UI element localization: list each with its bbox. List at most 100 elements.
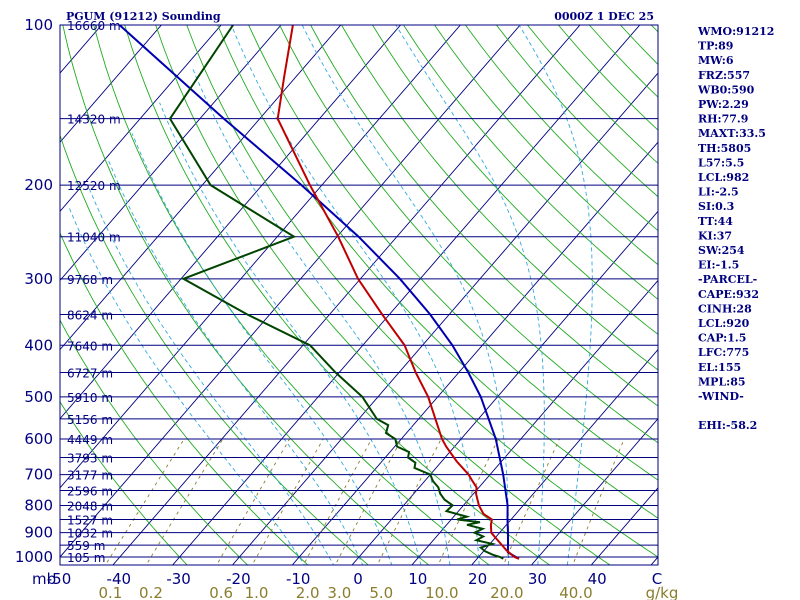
isotherm-line (60, 25, 402, 420)
height-label: 2596 m (67, 485, 113, 499)
dry-adiabat-line (310, 25, 658, 407)
dry-adiabat-line (60, 133, 370, 565)
isotherm-line (530, 418, 658, 565)
index-entry: LFC:775 (698, 346, 749, 359)
dry-adiabat-line (403, 25, 658, 300)
height-label: 16660 m (67, 19, 121, 33)
pressure-tick-label: 200 (24, 176, 53, 194)
temperature-trace (276, 25, 520, 560)
dry-adiabat-line (341, 25, 658, 371)
height-label: 6727 m (67, 367, 113, 381)
height-label: 8624 m (67, 308, 113, 322)
temperature-tick-label: -20 (226, 570, 251, 588)
plot-frame (59, 24, 659, 566)
height-label: 5156 m (67, 413, 113, 427)
parcel-trace (118, 25, 520, 560)
dry-adiabat-line (124, 25, 551, 565)
x-unit-label: mb (32, 570, 56, 588)
moist-adiabat-line (108, 160, 364, 565)
mixing-ratio-label: 5.0 (369, 584, 393, 600)
temperature-tick-label: 30 (528, 570, 547, 588)
height-label: 5910 m (67, 391, 113, 405)
temperature-tick-label: C (652, 570, 662, 588)
mixing-ratio-label: 0.6 (209, 584, 233, 600)
isotherm-line (291, 141, 658, 565)
pressure-tick-label: 500 (24, 388, 53, 406)
mixing-ratio-label: 10.0 (425, 584, 458, 600)
height-label: 105 m (67, 551, 105, 565)
index-entry: MPL:85 (698, 375, 746, 388)
mixing-ratio-line (251, 438, 324, 565)
mixing-ratio-line (104, 438, 185, 565)
mixing-ratio-label: 3.0 (327, 584, 351, 600)
dry-adiabat-line (372, 25, 658, 335)
temperature-tick-label: -30 (166, 570, 191, 588)
index-entry: MAXT:33.5 (698, 127, 766, 140)
pressure-tick-label: 800 (24, 496, 53, 514)
index-entry: L57:5.5 (698, 156, 744, 169)
pressure-tick-label: 1000 (15, 548, 53, 566)
pressure-tick-label: 700 (24, 466, 53, 484)
temperature-tick-label: -10 (286, 570, 311, 588)
index-entry: -PARCEL- (698, 273, 757, 286)
height-label: 12520 m (67, 179, 121, 193)
index-entry: SI:0.3 (698, 200, 734, 213)
mixing-ratio-label: 40.0 (559, 584, 592, 600)
index-entry: RH:77.9 (698, 113, 748, 126)
height-label: 1527 m (67, 513, 113, 527)
mixing-ratio-line (216, 438, 290, 565)
dry-adiabat-line (434, 25, 658, 266)
index-entry: SW:254 (698, 244, 745, 257)
dry-adiabat-line (279, 25, 658, 444)
isotherm-line (172, 25, 641, 565)
height-label: 2048 m (67, 499, 113, 513)
height-label: 14320 m (67, 113, 121, 127)
mixing-ratio-label: 1.0 (245, 584, 269, 600)
mixing-ratio-line (302, 438, 372, 565)
mixing-ratio-label: 0.2 (139, 584, 163, 600)
moist-adiabat-line (131, 133, 393, 565)
index-entry: CAPE:932 (698, 288, 759, 301)
mixing-ratio-line (437, 438, 499, 565)
index-entry: CINH:28 (698, 302, 752, 315)
pressure-tick-label: 600 (24, 430, 53, 448)
mixing-ratio-label: 2.0 (296, 584, 320, 600)
mixing-ratio-label: 0.1 (98, 584, 122, 600)
height-label: 4449 m (67, 433, 113, 447)
dry-adiabat-line (248, 25, 658, 481)
index-entry: LCL:982 (698, 171, 749, 184)
temperature-tick-label: -50 (47, 570, 72, 588)
index-entry: CAP:1.5 (698, 332, 746, 345)
index-entry: EL:155 (698, 361, 741, 374)
height-label: 1032 m (67, 527, 113, 541)
dewpoint-trace (168, 25, 504, 560)
dry-adiabat-line (186, 25, 658, 558)
isotherm-line (60, 25, 521, 558)
pressure-tick-label: 300 (24, 270, 53, 288)
index-entry: PW:2.29 (698, 98, 749, 111)
dry-adiabat-line (60, 319, 249, 565)
pressure-tick-label: 900 (24, 524, 53, 542)
pressure-tick-label: 100 (24, 16, 53, 34)
temperature-tick-label: 20 (468, 570, 487, 588)
index-entry: LCL:920 (698, 317, 750, 330)
pressure-tick-label: 400 (24, 336, 53, 354)
isotherm-line (60, 25, 461, 489)
index-entry: EHI:-58.2 (698, 419, 757, 432)
dry-adiabat-line (60, 401, 188, 565)
index-entry: TT:44 (698, 215, 733, 228)
isotherm-line (60, 25, 162, 143)
isotherm-line (471, 348, 658, 565)
height-label: 11040 m (67, 231, 121, 245)
mixing-unit-label: g/kg (646, 584, 679, 600)
title-left: PGUM (91212) Sounding (66, 10, 221, 23)
isotherm-line (231, 72, 658, 565)
mixing-ratio-label: 20.0 (490, 584, 523, 600)
index-entry: WMO:91212 (697, 25, 774, 38)
height-label: 3793 m (67, 451, 113, 465)
index-entry: TH:5805 (698, 142, 751, 155)
index-entry: -WIND- (698, 390, 744, 403)
index-entry: FRZ:557 (698, 69, 750, 82)
